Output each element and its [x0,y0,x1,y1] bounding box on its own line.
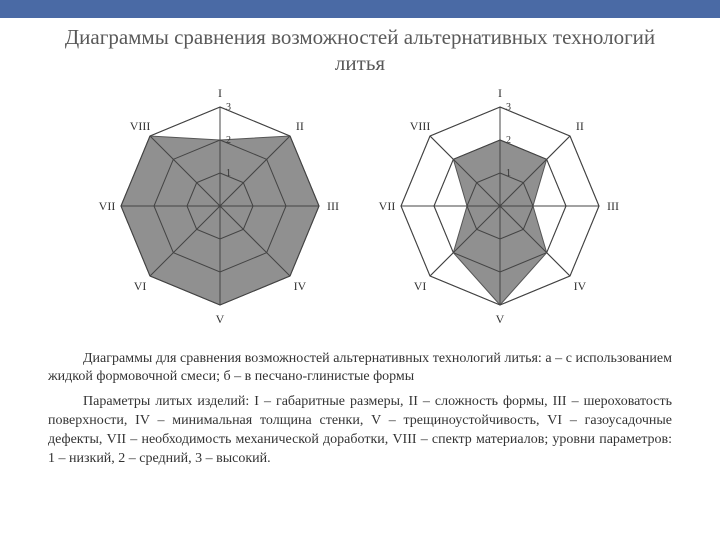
svg-text:VIII: VIII [130,119,151,133]
svg-text:V: V [496,312,505,326]
svg-text:2: 2 [226,135,231,146]
svg-text:III: III [327,199,339,213]
svg-text:I: I [498,86,502,100]
page-title: Диаграммы сравнения возможностей альтерн… [40,24,680,77]
svg-text:VI: VI [134,278,147,292]
radar-chart-b: IIIIIIIVVVIVIIVIII123 [375,81,625,336]
svg-text:VIII: VIII [410,119,431,133]
svg-text:3: 3 [506,102,511,113]
caption-p2: Параметры литых изделий: I – габаритные … [48,393,672,469]
caption-block: Диаграммы для сравнения возможностей аль… [48,350,672,469]
header-accent-bar [0,0,720,18]
radar-chart-a: IIIIIIIVVVIVIIVIII123 [95,81,345,336]
svg-text:I: I [218,86,222,100]
svg-text:2: 2 [506,135,511,146]
caption-p1: Диаграммы для сравнения возможностей аль… [48,350,672,388]
svg-text:VII: VII [379,199,396,213]
svg-text:II: II [576,119,584,133]
svg-text:IV: IV [294,278,307,292]
svg-text:3: 3 [226,102,231,113]
svg-text:II: II [296,119,304,133]
svg-text:III: III [607,199,619,213]
charts-row: IIIIIIIVVVIVIIVIII123 IIIIIIIVVVIVIIVIII… [0,81,720,336]
svg-text:VI: VI [414,278,427,292]
svg-text:IV: IV [574,278,587,292]
svg-text:V: V [216,312,225,326]
svg-text:VII: VII [99,199,116,213]
svg-text:1: 1 [506,168,511,179]
svg-text:1: 1 [226,168,231,179]
